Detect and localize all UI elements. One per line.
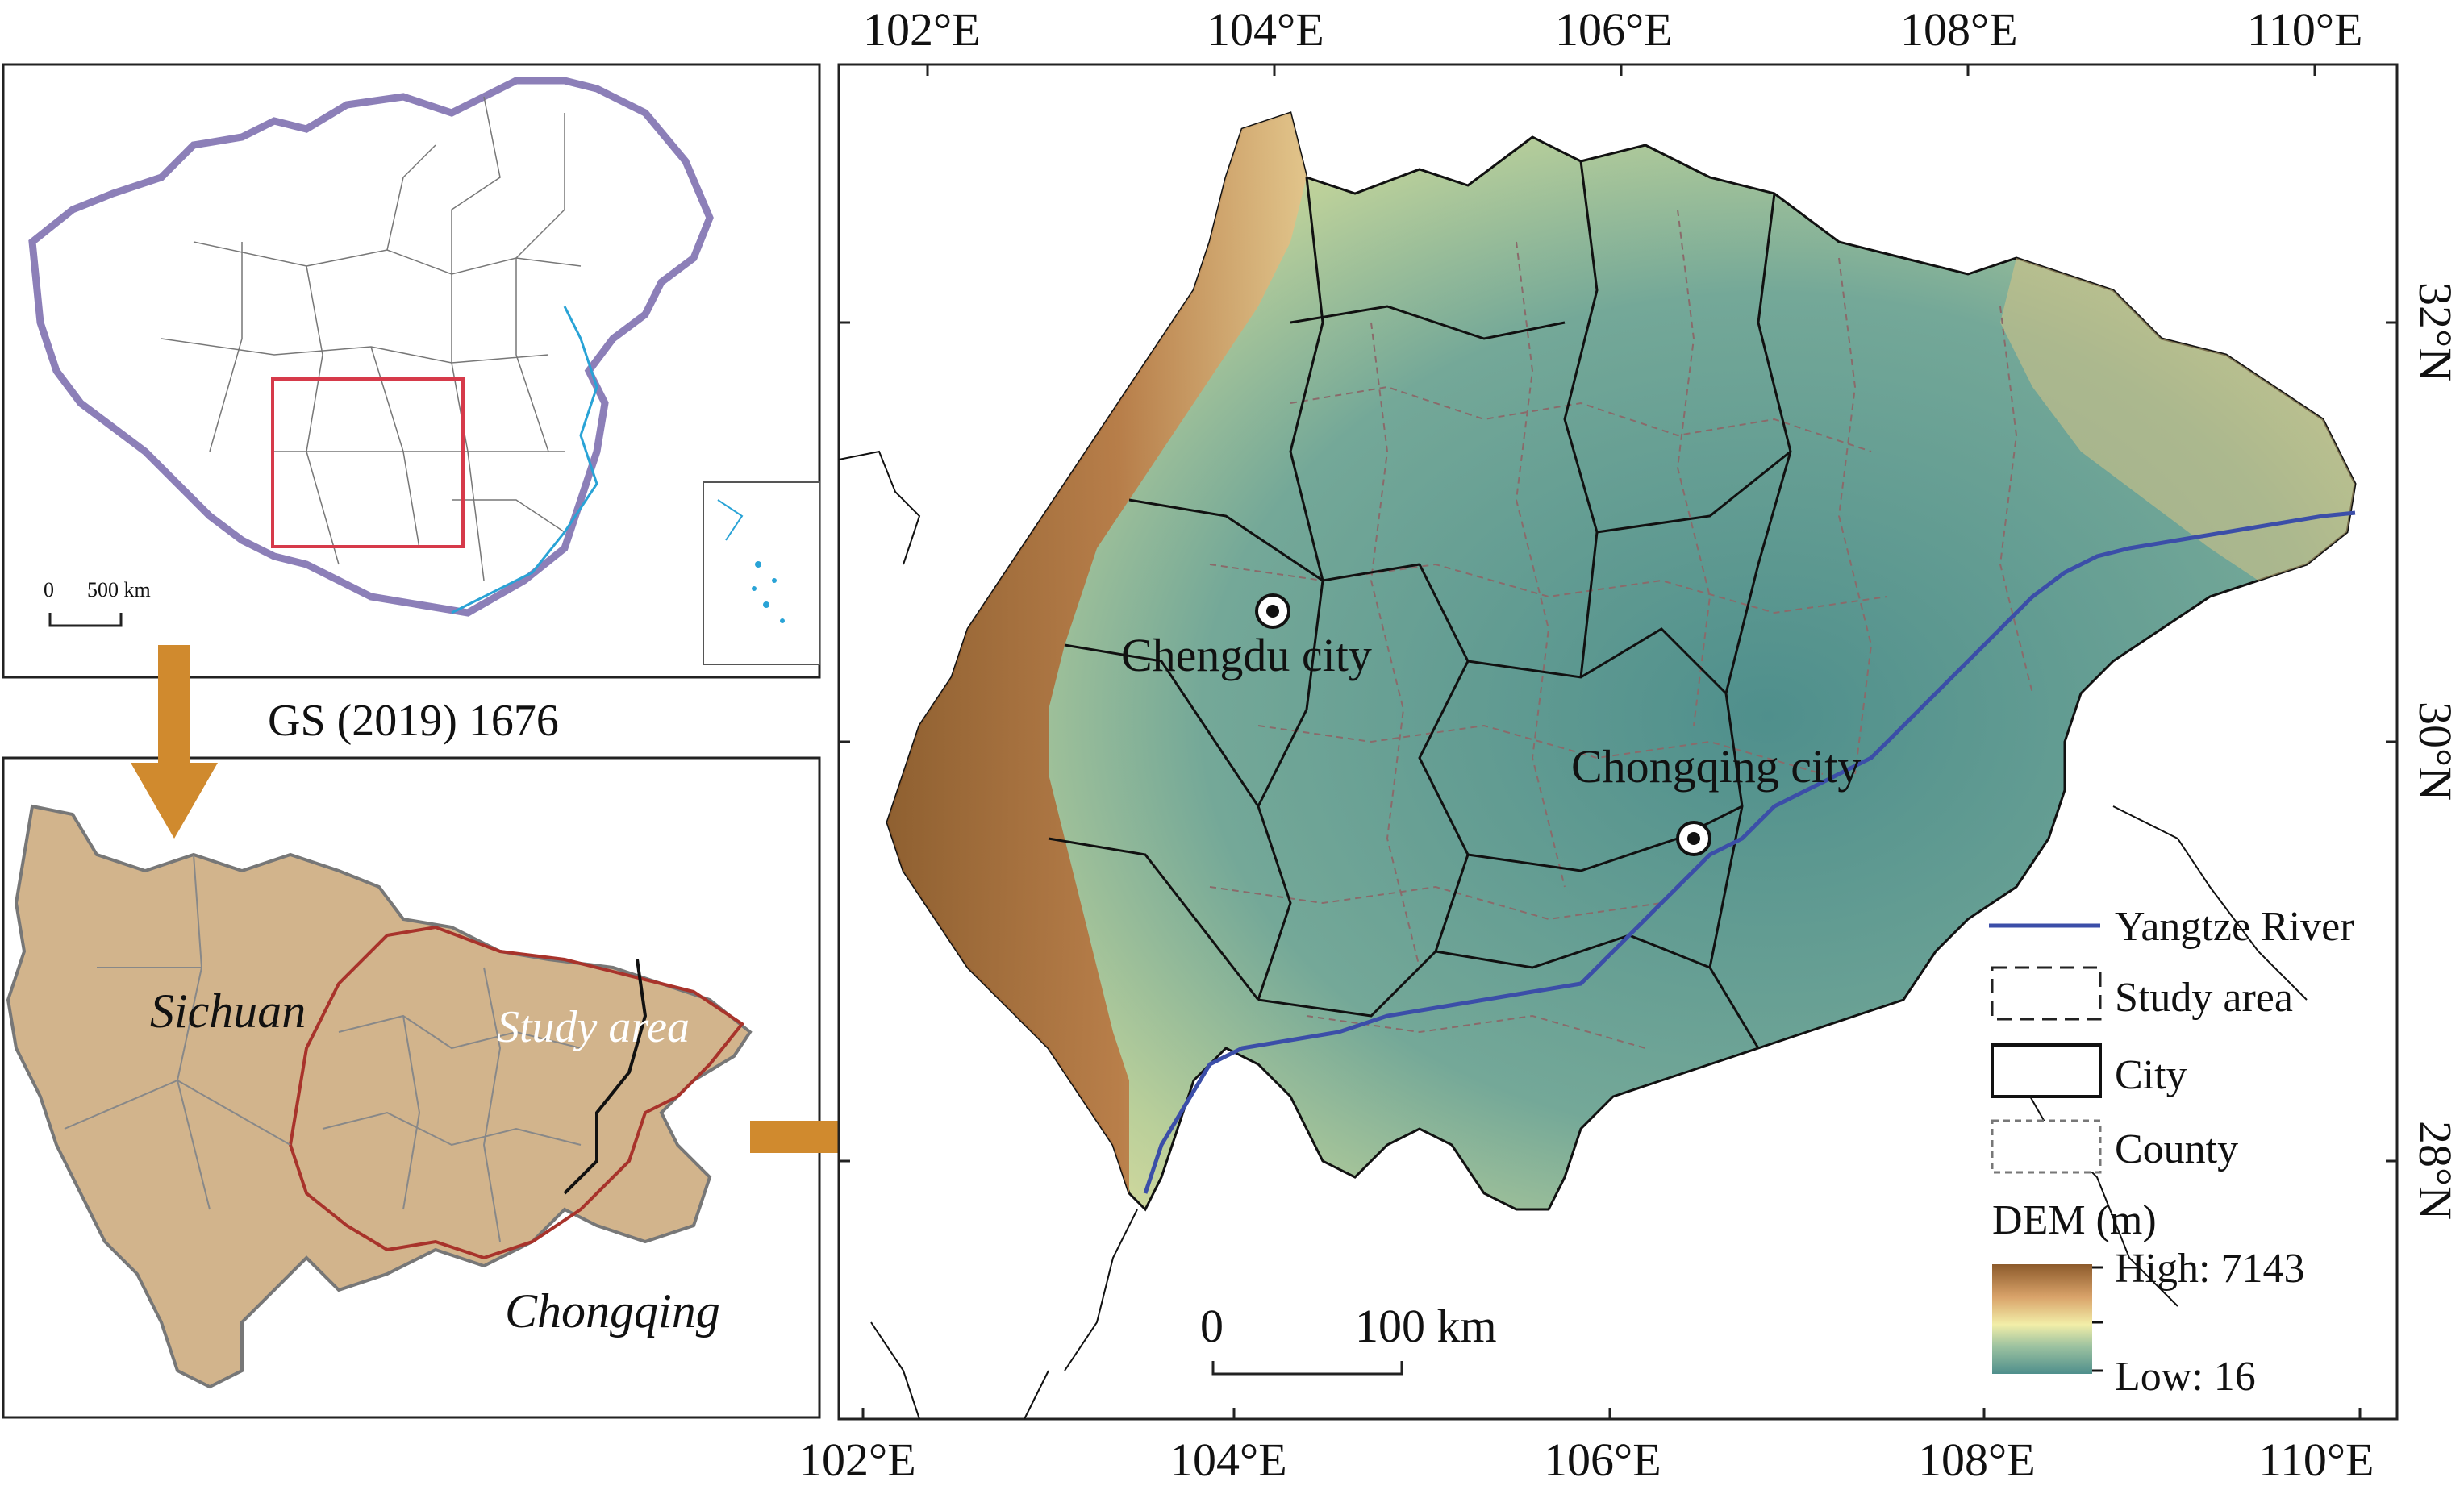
bottom-tick-1: 104°E — [1169, 1434, 1287, 1486]
western-mountains — [887, 113, 1307, 1193]
bottom-tick-2: 106°E — [1544, 1434, 1661, 1486]
label-chongqing: Chongqing — [505, 1284, 720, 1338]
bottom-tick-4: 110°E — [2258, 1434, 2374, 1486]
legend-dem-title: DEM (m) — [1992, 1197, 2157, 1243]
top-tick-0: 102°E — [863, 3, 981, 56]
legend-dem-high: High: 7143 — [2115, 1246, 2304, 1292]
china-scale-label: 500 km — [87, 578, 151, 601]
right-tick-0: 32°N — [2409, 282, 2462, 381]
china-scale-bar: 0 500 km — [44, 578, 151, 627]
map-approval-caption: GS (2019) 1676 — [268, 696, 559, 746]
china-coast — [451, 306, 598, 614]
surrounding-boundaries — [838, 450, 2308, 1420]
sichuan-chongqing-shape — [6, 804, 753, 1389]
legend-county-label: County — [2115, 1126, 2238, 1172]
right-ticks: 32°N 30°N 28°N — [2409, 282, 2462, 1220]
right-tick-2: 28°N — [2409, 1121, 2462, 1220]
bottom-tick-0: 102°E — [798, 1434, 916, 1486]
legend-city-swatch — [1991, 1043, 2102, 1098]
main-scale-label: 100 km — [1355, 1300, 1497, 1352]
china-inset: 0 500 km — [2, 63, 821, 679]
chongqing-marker — [1676, 821, 1711, 856]
county-boundaries — [1209, 209, 2033, 1049]
right-tick-1: 30°N — [2409, 701, 2462, 801]
legend-city-label: City — [2115, 1052, 2187, 1098]
chengdu-label: Chengdu city — [1121, 629, 1372, 681]
northeast-highlands — [2000, 258, 2355, 581]
legend-river-label: Yangtze River — [2115, 904, 2354, 950]
graticule-ticks — [839, 65, 2397, 1419]
south-china-sea-inset — [703, 481, 820, 665]
dem-colorbar — [1992, 1264, 2092, 1374]
top-ticks: 102°E 104°E 106°E 108°E 110°E — [863, 3, 2362, 56]
chongqing-label: Chongqing city — [1571, 740, 1861, 793]
top-tick-4: 110°E — [2247, 3, 2362, 56]
study-region-highlight — [271, 377, 465, 548]
study-area-outline — [288, 925, 744, 1260]
top-tick-3: 108°E — [1900, 3, 2018, 56]
top-tick-2: 106°E — [1555, 3, 1673, 56]
legend-dem-low: Low: 16 — [2115, 1354, 2256, 1400]
main-scale-zero: 0 — [1200, 1300, 1224, 1352]
chengdu-marker — [1255, 593, 1290, 629]
yangtze-river — [1143, 510, 2356, 1194]
bottom-tick-3: 108°E — [1918, 1434, 2036, 1486]
china-provinces — [161, 96, 582, 581]
main-map: Chengdu city Chongqing city 0 100 km — [837, 63, 2399, 1421]
label-study-area: Study area — [497, 1002, 690, 1052]
study-area-terrain — [886, 111, 2357, 1212]
bottom-ticks: 102°E 104°E 106°E 108°E 110°E — [798, 1434, 2374, 1486]
china-scale-zero: 0 — [44, 578, 54, 601]
legend: Yangtze River Study area City County DEM… — [1989, 904, 2354, 1400]
legend-county-swatch — [1991, 1119, 2102, 1174]
legend-study-label: Study area — [2115, 975, 2293, 1021]
region-divisions — [64, 854, 582, 1242]
city-boundaries — [1048, 160, 1792, 1049]
main-scale-bar: 0 100 km — [1200, 1300, 1497, 1376]
islands — [752, 561, 785, 623]
arrow-down — [131, 645, 218, 839]
top-tick-1: 104°E — [1207, 3, 1324, 56]
label-sichuan: Sichuan — [150, 984, 306, 1038]
legend-study-swatch — [1991, 966, 2102, 1021]
chongqing-boundary — [563, 959, 648, 1195]
region-inset: Sichuan Study area Chongqing — [2, 756, 821, 1419]
